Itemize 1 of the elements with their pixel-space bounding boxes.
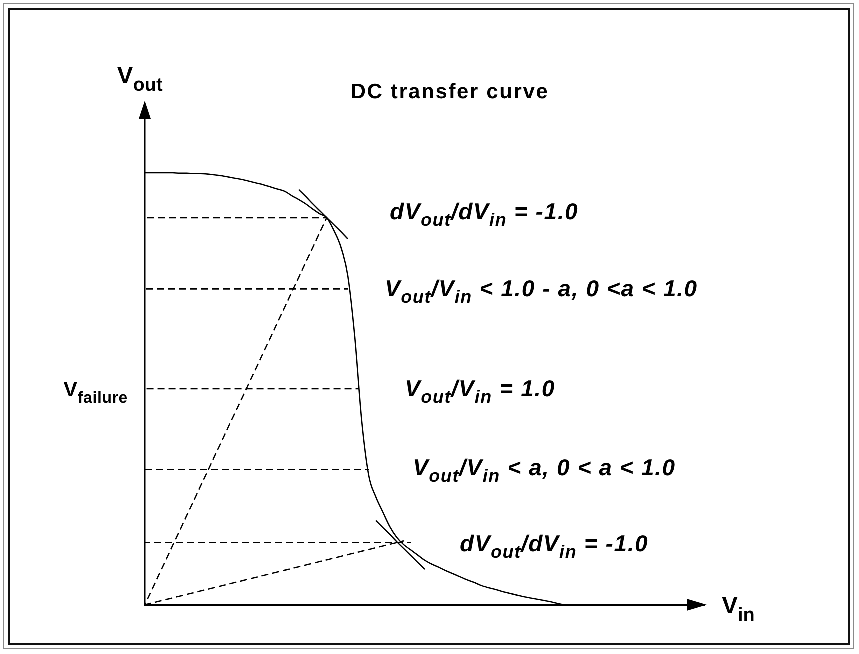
chart-title: DC transfer curve xyxy=(350,80,550,104)
